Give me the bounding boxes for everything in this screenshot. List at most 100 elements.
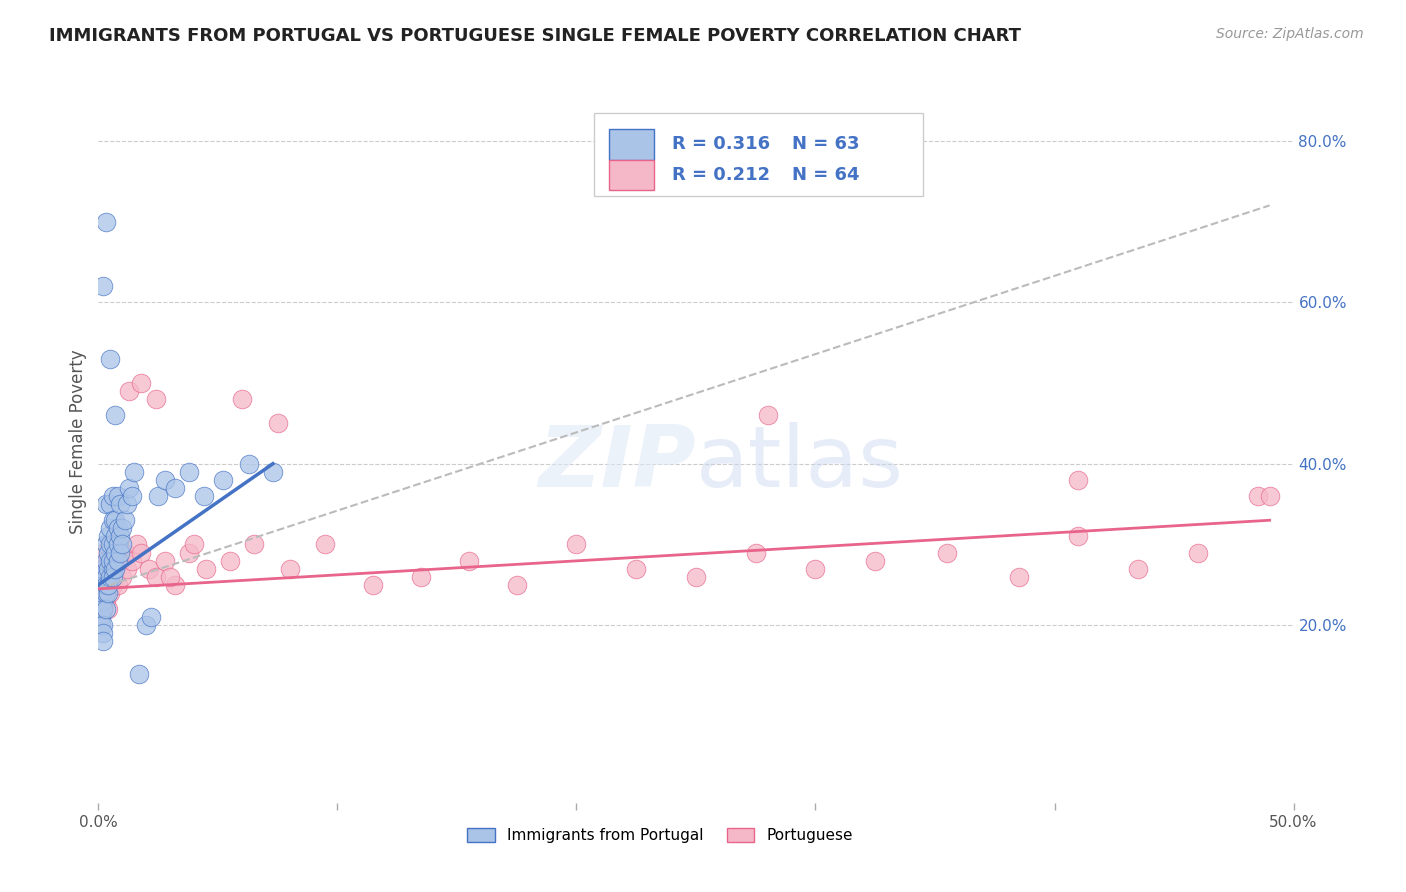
Point xyxy=(104,513,127,527)
Point xyxy=(101,562,124,576)
Point xyxy=(98,521,122,535)
Point xyxy=(94,578,117,592)
Point xyxy=(148,489,170,503)
Point xyxy=(90,594,112,608)
Point xyxy=(97,578,120,592)
Text: N = 64: N = 64 xyxy=(792,166,859,184)
Point xyxy=(101,489,124,503)
Point xyxy=(98,570,122,584)
Point xyxy=(565,537,588,551)
Point xyxy=(115,562,138,576)
Point xyxy=(114,513,136,527)
Point xyxy=(91,578,114,592)
Point xyxy=(118,384,141,398)
Point xyxy=(94,214,117,228)
Point xyxy=(315,537,337,551)
Point xyxy=(97,562,120,576)
Point xyxy=(193,489,215,503)
Point xyxy=(267,417,290,431)
Point xyxy=(98,553,122,567)
Point xyxy=(91,545,114,559)
Point xyxy=(90,562,112,576)
Point xyxy=(108,529,131,543)
Point xyxy=(94,594,117,608)
Point xyxy=(101,553,124,567)
Point xyxy=(104,562,127,576)
Point xyxy=(97,586,120,600)
Point xyxy=(94,602,117,616)
Point xyxy=(1247,489,1270,503)
Point xyxy=(98,537,122,551)
Point xyxy=(363,578,385,592)
Point xyxy=(111,537,134,551)
Point xyxy=(118,481,141,495)
Point xyxy=(101,553,124,567)
Point xyxy=(94,578,117,592)
Point xyxy=(131,376,153,390)
Text: Source: ZipAtlas.com: Source: ZipAtlas.com xyxy=(1216,27,1364,41)
Point xyxy=(108,497,131,511)
Point xyxy=(745,545,768,559)
Point xyxy=(94,570,117,584)
Point xyxy=(91,586,114,600)
Point xyxy=(262,465,284,479)
FancyBboxPatch shape xyxy=(609,129,654,160)
Point xyxy=(865,553,887,567)
Point xyxy=(506,578,529,592)
Point xyxy=(91,602,114,616)
FancyBboxPatch shape xyxy=(609,160,654,190)
Point xyxy=(111,521,134,535)
Point xyxy=(278,562,301,576)
Point xyxy=(179,545,201,559)
Text: N = 63: N = 63 xyxy=(792,136,859,153)
Point xyxy=(98,497,122,511)
Point xyxy=(121,489,143,503)
Point xyxy=(804,562,827,576)
Point xyxy=(238,457,260,471)
Point xyxy=(90,610,112,624)
Point xyxy=(91,594,114,608)
Point xyxy=(179,465,201,479)
Point xyxy=(107,553,129,567)
Point xyxy=(1067,529,1090,543)
Point xyxy=(101,513,124,527)
Point xyxy=(94,578,117,592)
Point xyxy=(219,553,242,567)
Text: IMMIGRANTS FROM PORTUGAL VS PORTUGUESE SINGLE FEMALE POVERTY CORRELATION CHART: IMMIGRANTS FROM PORTUGAL VS PORTUGUESE S… xyxy=(49,27,1021,45)
Point xyxy=(411,570,433,584)
Point xyxy=(124,465,146,479)
Point xyxy=(1258,489,1281,503)
Point xyxy=(91,279,114,293)
Point xyxy=(91,634,114,648)
Point xyxy=(231,392,253,406)
Point xyxy=(97,602,120,616)
Point xyxy=(155,473,177,487)
Point xyxy=(155,553,177,567)
Point xyxy=(90,570,112,584)
Point xyxy=(685,570,707,584)
Point xyxy=(94,497,117,511)
Point xyxy=(91,562,114,576)
Point xyxy=(108,553,131,567)
Point xyxy=(104,545,127,559)
Point xyxy=(90,578,112,592)
Point xyxy=(91,626,114,640)
Text: atlas: atlas xyxy=(696,422,904,505)
Point xyxy=(243,537,266,551)
Point xyxy=(131,545,153,559)
Point xyxy=(107,578,129,592)
FancyBboxPatch shape xyxy=(595,112,922,196)
Point xyxy=(107,489,129,503)
Point xyxy=(183,537,205,551)
Point xyxy=(101,537,124,551)
Point xyxy=(1187,545,1209,559)
Point xyxy=(94,586,117,600)
Point xyxy=(163,578,186,592)
Point xyxy=(145,392,167,406)
Point xyxy=(145,570,167,584)
Point xyxy=(91,602,114,616)
Point xyxy=(211,473,233,487)
Point xyxy=(94,553,117,567)
Point xyxy=(114,545,136,559)
Point xyxy=(97,545,120,559)
